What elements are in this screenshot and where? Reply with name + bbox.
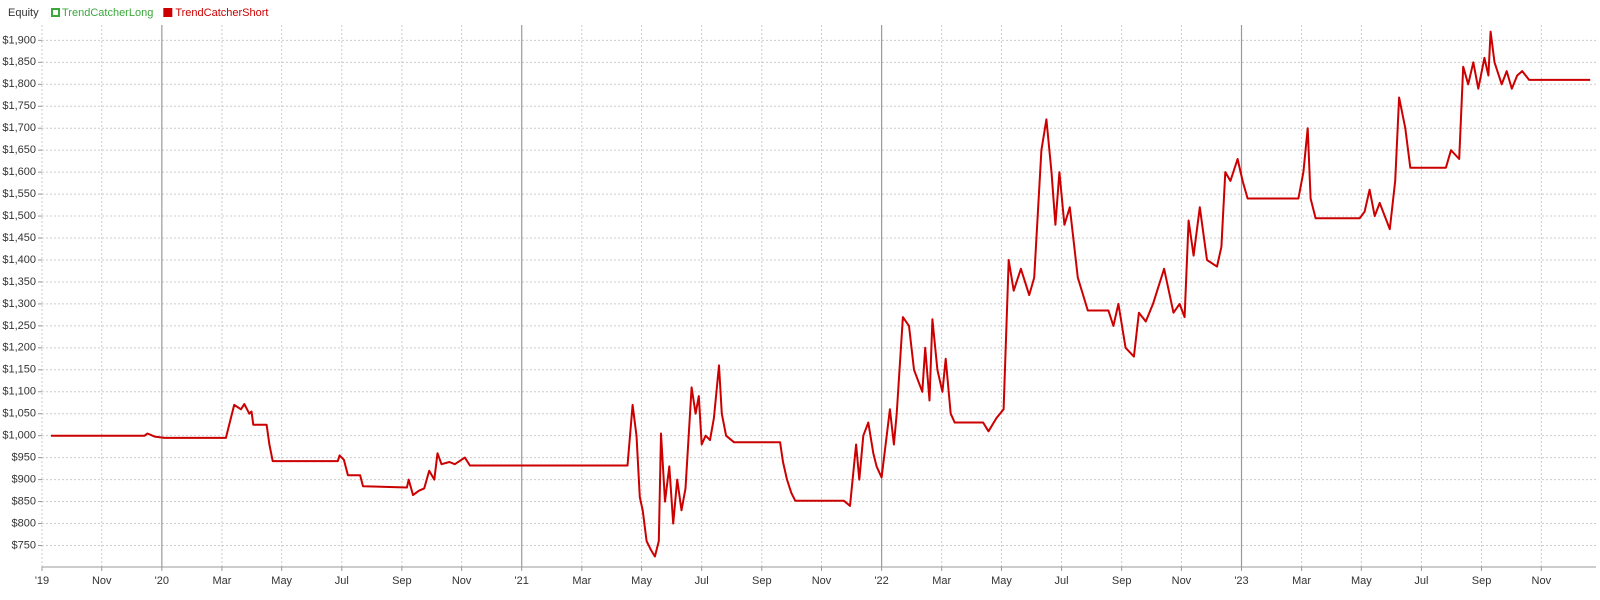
x-tick-label: Mar [1292,575,1311,587]
x-tick-label: Nov [452,575,472,587]
x-tick-label: Jul [1055,575,1069,587]
y-tick-label: $1,000 [2,430,36,442]
y-tick-label: $850 [12,495,36,507]
x-tick-label: May [631,575,652,587]
x-tick-label: Sep [1472,575,1492,587]
y-tick-label: $1,350 [2,276,36,288]
y-tick-label: $900 [12,474,36,486]
y-tick-label: $1,900 [2,34,36,46]
x-tick-label: Sep [752,575,772,587]
legend-label[interactable]: TrendCatcherShort [175,7,268,19]
y-tick-label: $1,400 [2,254,36,266]
equity-line [51,30,1591,558]
y-tick-label: $1,550 [2,188,36,200]
x-tick-label: Jul [695,575,709,587]
x-tick-label: Mar [212,575,231,587]
y-tick-label: $1,750 [2,100,36,112]
legend-marker[interactable] [51,8,60,17]
y-tick-label: $1,050 [2,408,36,420]
y-tick-label: $1,300 [2,298,36,310]
x-tick-label: '23 [1234,575,1248,587]
x-tick-label: May [1351,575,1372,587]
x-tick-label: Nov [1532,575,1552,587]
y-tick-label: $1,850 [2,56,36,68]
legend-label[interactable]: TrendCatcherLong [62,7,153,19]
legend-marker[interactable] [163,8,173,17]
x-tick-label: Nov [812,575,832,587]
x-tick-label: '20 [155,575,169,587]
x-tick-label: Sep [392,575,412,587]
x-tick-label: '22 [874,575,888,587]
x-tick-label: Jul [335,575,349,587]
y-tick-label: $1,200 [2,342,36,354]
y-tick-label: $1,150 [2,364,36,376]
y-tick-label: $1,600 [2,166,36,178]
y-tick-label: $1,500 [2,210,36,222]
x-tick-label: Sep [1112,575,1132,587]
x-tick-label: Mar [572,575,591,587]
y-tick-label: $1,650 [2,144,36,156]
y-tick-label: $1,700 [2,122,36,134]
x-tick-label: Nov [92,575,112,587]
y-tick-label: $750 [12,539,36,551]
x-tick-label: May [271,575,292,587]
x-tick-label: '21 [515,575,529,587]
y-tick-label: $950 [12,452,36,464]
x-tick-label: Nov [1172,575,1192,587]
y-tick-label: $1,450 [2,232,36,244]
y-tick-label: $1,800 [2,78,36,90]
y-tick-label: $1,250 [2,320,36,332]
y-tick-label: $1,100 [2,386,36,398]
legend-title: Equity [8,7,39,19]
x-tick-label: '19 [35,575,49,587]
x-tick-label: Mar [932,575,951,587]
x-tick-label: Jul [1414,575,1428,587]
y-tick-label: $800 [12,517,36,529]
x-tick-label: May [991,575,1012,587]
